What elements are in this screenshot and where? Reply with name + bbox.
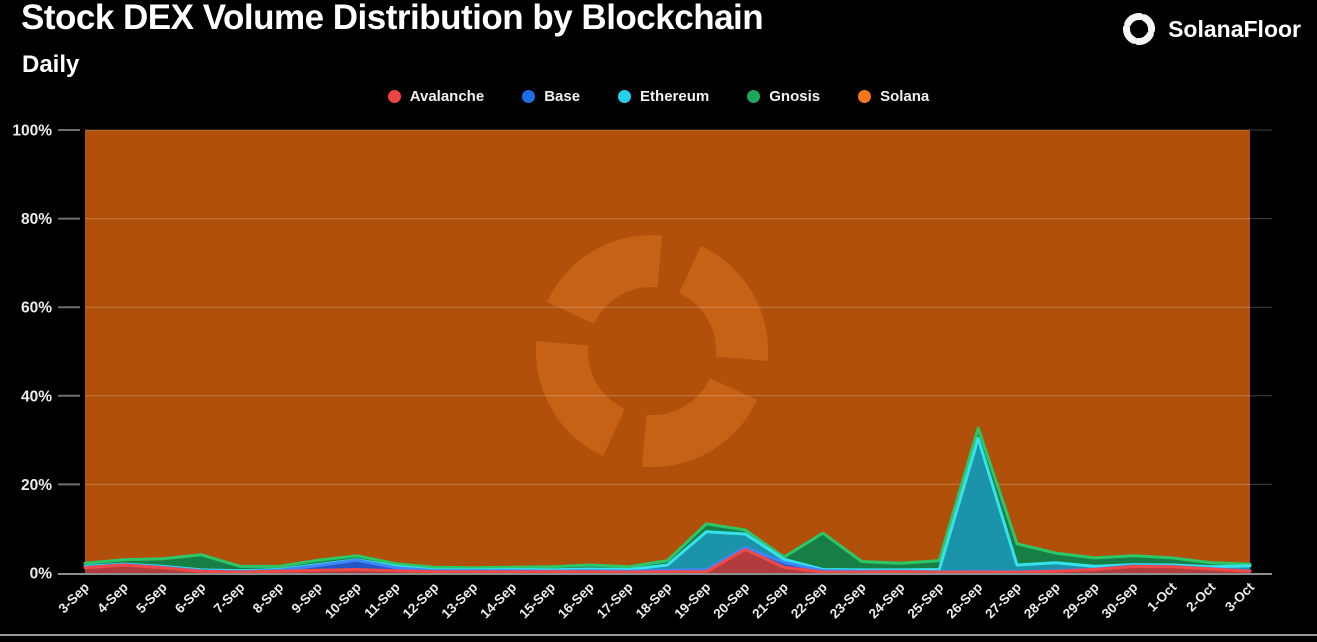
watermark-icon: [641, 377, 758, 468]
watermark-icon: [535, 340, 626, 457]
x-axis-label: 23-Sep: [827, 580, 869, 622]
x-axis-label: 9-Sep: [289, 580, 326, 617]
y-axis-label: 80%: [21, 211, 52, 228]
legend-item-base[interactable]: Base: [522, 88, 580, 105]
legend-dot: [747, 90, 761, 103]
x-axis-label: 1-Oct: [1144, 579, 1179, 614]
x-axis-label: 17-Sep: [594, 580, 636, 622]
x-axis-label: 3-Sep: [56, 580, 93, 617]
x-axis-label: 4-Sep: [94, 580, 131, 617]
watermark-icon: [678, 245, 769, 362]
x-axis-label: 18-Sep: [633, 580, 675, 622]
x-axis-label: 28-Sep: [1021, 580, 1063, 622]
x-axis-label: 26-Sep: [943, 580, 985, 622]
x-axis-label: 27-Sep: [982, 580, 1024, 622]
legend-item-solana[interactable]: Solana: [858, 88, 929, 105]
solanafloor-icon-blade: [1140, 14, 1156, 34]
legend-label: Ethereum: [640, 88, 710, 105]
solanafloor-icon-blade: [1134, 30, 1154, 46]
series-area-avalanche: [85, 549, 1250, 573]
x-axis-label: 29-Sep: [1060, 580, 1102, 622]
x-axis-label: 20-Sep: [710, 580, 752, 622]
legend-item-avalanche[interactable]: Avalanche: [387, 88, 485, 105]
brand-logo: SolanaFloor: [1118, 8, 1301, 50]
x-axis-label: 10-Sep: [322, 580, 364, 622]
x-axis-label: 5-Sep: [133, 580, 170, 617]
x-axis-label: 6-Sep: [172, 580, 209, 617]
x-axis-label: 16-Sep: [555, 580, 597, 622]
legend-label: Solana: [880, 88, 930, 105]
x-axis-label: 24-Sep: [866, 580, 908, 622]
legend-label: Avalanche: [409, 88, 485, 105]
x-axis-label: 30-Sep: [1099, 580, 1141, 622]
x-axis-label: 8-Sep: [250, 580, 287, 617]
x-axis-label: 21-Sep: [749, 580, 791, 622]
chart-subtitle: Daily: [22, 51, 80, 78]
x-axis-label: 11-Sep: [361, 580, 402, 621]
watermark-icon: [546, 234, 663, 325]
legend-dot: [618, 90, 632, 103]
y-axis-label: 40%: [21, 388, 52, 405]
y-axis-label: 100%: [12, 123, 52, 140]
series-line-gnosis: [83, 426, 1252, 570]
series-line-avalanche: [83, 548, 1252, 574]
x-axis-label: 2-Oct: [1183, 579, 1218, 614]
x-axis-label: 12-Sep: [400, 580, 442, 622]
x-axis-label: 15-Sep: [516, 580, 558, 622]
legend-label: Base: [544, 88, 581, 105]
y-axis-label: 60%: [21, 300, 52, 317]
y-axis-label: 20%: [21, 477, 52, 494]
page-title: Stock DEX Volume Distribution by Blockch…: [21, 0, 764, 37]
legend: Avalanche Base Ethereum Gnosis Solana: [0, 88, 1317, 105]
series-area-solana[interactable]: [85, 130, 1250, 573]
solanafloor-icon: [1123, 12, 1156, 46]
series-area-base: [85, 547, 1250, 573]
x-axis-label: 22-Sep: [788, 580, 830, 622]
brand-name: SolanaFloor: [1168, 15, 1301, 42]
legend-dot: [387, 90, 401, 103]
legend-item-gnosis[interactable]: Gnosis: [747, 88, 820, 105]
x-axis-label: 7-Sep: [211, 580, 248, 617]
legend-item-ethereum[interactable]: Ethereum: [618, 88, 709, 105]
solanafloor-icon-blade: [1124, 12, 1144, 28]
legend-label: Gnosis: [769, 88, 821, 105]
solanafloor-icon-blade: [1123, 24, 1138, 44]
legend-dot: [858, 90, 872, 103]
x-axis-label: 3-Oct: [1222, 579, 1257, 614]
x-axis-label: 13-Sep: [439, 580, 481, 622]
x-axis-label: 25-Sep: [905, 580, 947, 622]
series-area-ethereum: [85, 438, 1250, 573]
x-axis-label: 19-Sep: [672, 580, 714, 622]
legend-dot: [522, 90, 536, 103]
x-axis-label: 14-Sep: [477, 580, 519, 622]
y-axis-label: 0%: [30, 566, 53, 583]
